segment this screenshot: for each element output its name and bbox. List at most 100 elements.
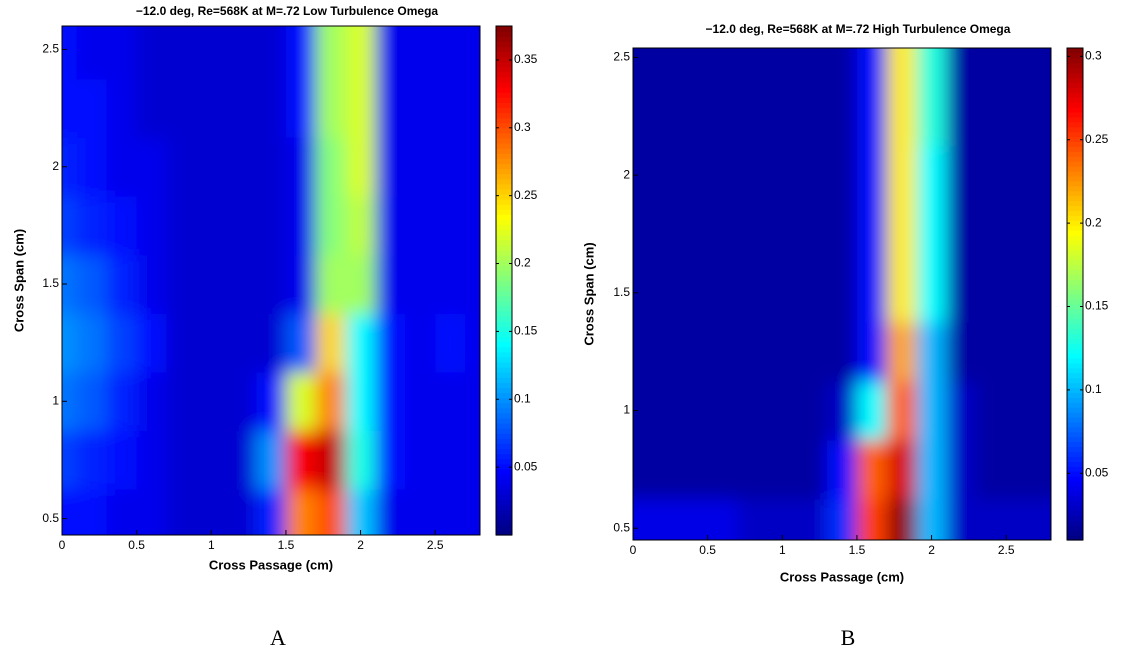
cell xyxy=(285,137,317,197)
cell xyxy=(797,145,828,206)
cell xyxy=(285,371,317,432)
cell xyxy=(737,439,768,500)
cell xyxy=(106,196,138,256)
cell xyxy=(976,263,1007,323)
colorbar-swatch xyxy=(496,61,512,68)
cell xyxy=(647,86,679,147)
colorbar-swatch xyxy=(496,209,512,215)
y-tick-label: 2 xyxy=(623,167,630,181)
colorbar-swatch xyxy=(496,311,512,317)
cell xyxy=(633,381,649,441)
cell xyxy=(405,489,436,535)
cell xyxy=(737,86,768,147)
cell xyxy=(76,313,108,373)
colorbar-swatch xyxy=(496,346,512,353)
cell xyxy=(345,430,376,490)
cell xyxy=(166,489,197,535)
colorbar-swatch xyxy=(496,280,512,287)
cell xyxy=(166,137,197,197)
cell xyxy=(256,26,287,80)
colorbar-tick-label: 0.35 xyxy=(514,52,538,66)
cell xyxy=(405,313,436,373)
colorbar-swatch xyxy=(1067,417,1083,423)
colorbar-swatch xyxy=(1067,87,1083,93)
cell xyxy=(375,430,406,490)
cell xyxy=(946,204,977,264)
colorbar-tick-label: 0.2 xyxy=(514,256,531,270)
cell xyxy=(1036,48,1051,88)
colorbar-swatch xyxy=(1067,451,1083,457)
cell xyxy=(856,498,888,540)
cell xyxy=(345,489,376,535)
colorbar-swatch xyxy=(1067,92,1083,98)
colorbar-swatch xyxy=(496,168,512,175)
colorbar-swatch xyxy=(496,387,512,394)
colorbar-swatch xyxy=(496,336,512,343)
cell xyxy=(375,489,406,535)
cell xyxy=(405,430,436,490)
colorbar-swatch xyxy=(1067,126,1083,133)
colorbar-swatch xyxy=(496,265,512,271)
cell xyxy=(62,137,78,197)
colorbar-swatch xyxy=(496,509,512,516)
cell xyxy=(647,263,679,323)
cell xyxy=(797,204,828,264)
cell xyxy=(946,322,977,382)
colorbar-swatch xyxy=(1067,121,1083,128)
cell xyxy=(226,371,257,432)
colorbar-swatch xyxy=(496,26,512,32)
cell xyxy=(76,371,108,432)
cell xyxy=(797,48,828,88)
colorbar-tick-label: 0.05 xyxy=(1085,465,1109,479)
cell xyxy=(797,263,828,323)
cell xyxy=(136,196,167,256)
x-axis-label: Cross Passage (cm) xyxy=(209,557,333,572)
colorbar-swatch xyxy=(496,76,512,83)
cell xyxy=(62,313,78,373)
cell xyxy=(226,137,257,197)
cell xyxy=(136,489,167,535)
colorbar-swatch xyxy=(1067,362,1083,369)
x-tick-label: 0.5 xyxy=(128,538,145,552)
colorbar-swatch xyxy=(496,193,512,200)
cell xyxy=(196,137,227,197)
cell xyxy=(737,204,768,264)
cell xyxy=(707,263,738,323)
colorbar-tick-label: 0.3 xyxy=(1085,49,1102,63)
cell xyxy=(633,204,649,264)
cell xyxy=(136,313,167,373)
cell xyxy=(375,313,406,373)
cell xyxy=(196,26,227,80)
colorbar-swatch xyxy=(1067,476,1083,482)
colorbar-swatch xyxy=(496,372,512,378)
colorbar-swatch xyxy=(1067,303,1083,310)
x-tick-label: 0 xyxy=(630,543,637,557)
cell xyxy=(345,137,376,197)
cell xyxy=(106,371,138,432)
cell xyxy=(677,145,709,206)
colorbar-swatch xyxy=(1067,402,1083,408)
colorbar-swatch xyxy=(496,158,512,165)
cell xyxy=(1006,322,1037,382)
cell xyxy=(1006,381,1037,441)
colorbar-swatch xyxy=(496,499,512,506)
cell xyxy=(827,381,858,441)
colorbar-swatch xyxy=(1067,171,1083,177)
cell xyxy=(886,145,918,206)
cell xyxy=(916,48,947,88)
cell xyxy=(315,26,347,80)
y-tick-label: 0.5 xyxy=(42,511,59,525)
cell xyxy=(827,439,858,500)
colorbar-swatch xyxy=(496,137,512,144)
colorbar-swatch xyxy=(1067,377,1083,384)
colorbar-swatch xyxy=(496,295,512,302)
colorbar-swatch xyxy=(1067,456,1083,462)
cell xyxy=(465,254,480,314)
colorbar-swatch xyxy=(1067,520,1083,526)
colorbar-swatch xyxy=(1067,156,1083,162)
cell xyxy=(976,439,1007,500)
colorbar-swatch xyxy=(496,321,512,327)
cell xyxy=(315,137,347,197)
cell xyxy=(136,78,167,138)
